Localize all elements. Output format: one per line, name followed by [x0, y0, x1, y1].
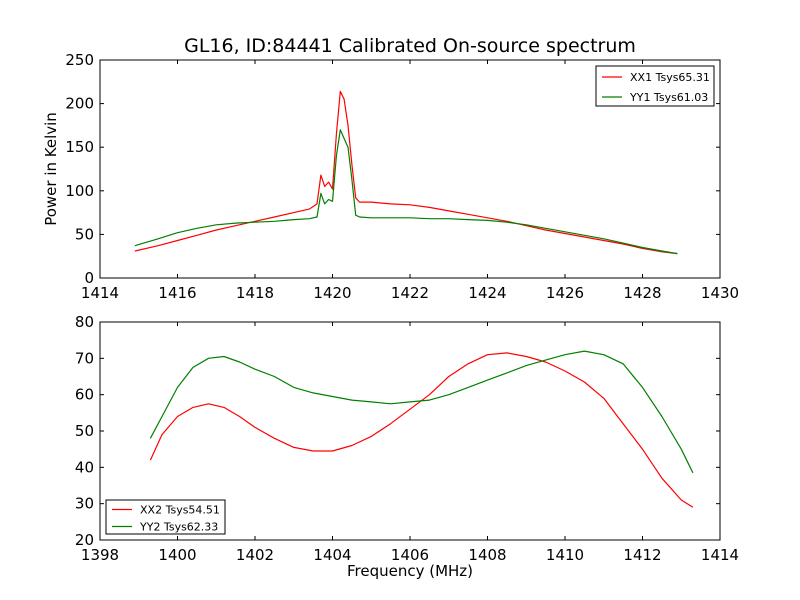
x-tick-label: 1398 [81, 546, 119, 564]
y-tick-label: 200 [65, 95, 94, 113]
y-tick-label: 30 [75, 495, 94, 513]
x-tick-label: 1430 [701, 284, 739, 302]
legend-box [595, 65, 715, 107]
x-tick-label: 1416 [158, 284, 196, 302]
x-tick-label: 1406 [391, 546, 429, 564]
y-tick-label: 60 [75, 386, 94, 404]
top-panel: GL16, ID:84441 Calibrated On-source spec… [42, 35, 739, 302]
chart-title: GL16, ID:84441 Calibrated On-source spec… [184, 35, 636, 57]
series-line-1 [134, 90, 678, 255]
legend: XX2 Tsys54.51 YY2 Tsys62.33 [105, 499, 226, 535]
series-line-2 [149, 350, 694, 474]
x-tick-label: 1422 [391, 284, 429, 302]
y-tick-label: 50 [75, 422, 94, 440]
y-tick-label: 150 [65, 138, 94, 156]
y-tick-label: 40 [75, 458, 94, 476]
series-line-2 [134, 129, 678, 255]
x-tick-label: 1400 [158, 546, 196, 564]
bottom-panel: Frequency (MHz) 1398 1400 1402 1404 1406 1408… [75, 313, 739, 580]
x-tick-label: 1426 [546, 284, 584, 302]
y-tick-label: 0 [84, 269, 94, 287]
top-ylabel: Power in Kelvin [42, 112, 60, 226]
x-tick-label: 1402 [236, 546, 274, 564]
legend-label: XX2 Tsys54.51 [140, 504, 220, 517]
x-tick-label: 1414 [81, 284, 119, 302]
x-tick-label: 1418 [236, 284, 274, 302]
legend-box [105, 499, 226, 535]
legend-label: XX1 Tsys65.31 [630, 71, 710, 84]
x-tick-label: 1410 [546, 546, 584, 564]
legend-label: YY2 Tsys62.33 [139, 521, 218, 534]
y-tick-label: 20 [75, 531, 94, 549]
x-tick-label: 1424 [468, 284, 506, 302]
y-tick-label: 100 [65, 182, 94, 200]
x-tick-label: 1408 [468, 546, 506, 564]
y-tick-label: 80 [75, 313, 94, 331]
y-tick-label: 50 [75, 225, 94, 243]
x-tick-label: 1404 [313, 546, 351, 564]
bottom-xlabel: Frequency (MHz) [347, 562, 473, 580]
y-tick-label: 70 [75, 349, 94, 367]
legend-label: YY1 Tsys61.03 [629, 91, 708, 104]
x-tick-label: 1428 [623, 284, 661, 302]
x-tick-label: 1412 [623, 546, 661, 564]
x-tick-label: 1420 [313, 284, 351, 302]
legend: XX1 Tsys65.31 YY1 Tsys61.03 [595, 65, 715, 107]
x-tick-label: 1414 [701, 546, 739, 564]
series-line-1 [149, 352, 694, 508]
y-tick-label: 250 [65, 51, 94, 69]
